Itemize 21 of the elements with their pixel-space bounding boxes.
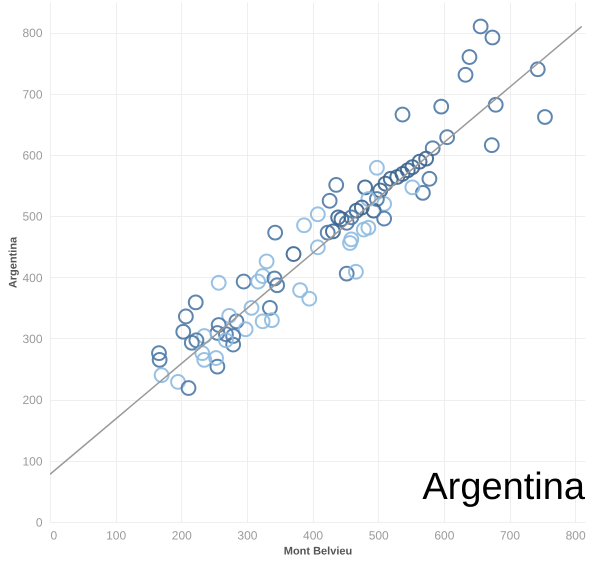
y-axis-title: Argentina — [7, 236, 20, 288]
x-tick-label: 100 — [106, 528, 126, 542]
y-tick-label: 200 — [22, 393, 43, 408]
y-tick-label: 400 — [22, 270, 43, 285]
x-tick-label: 200 — [172, 528, 192, 542]
x-axis-title: Mont Belvieu — [284, 546, 352, 558]
x-tick-label: 300 — [237, 528, 258, 542]
y-tick-label: 300 — [22, 332, 43, 346]
y-tick-label: 700 — [22, 87, 43, 102]
x-tick-label: 700 — [500, 528, 520, 542]
annotation: Argentina — [422, 466, 585, 509]
x-tick-label: 400 — [303, 528, 324, 542]
y-tick-label: 0 — [36, 516, 43, 530]
x-tick-label: 0 — [50, 528, 58, 542]
y-tick-label: 500 — [22, 210, 43, 224]
x-tick-label: 600 — [434, 528, 455, 542]
x-tick-label: 800 — [566, 528, 586, 542]
y-tick-label: 600 — [22, 148, 43, 162]
x-tick-label: 500 — [368, 528, 390, 542]
y-tick-label: 100 — [22, 454, 43, 468]
y-tick-label: 800 — [22, 26, 43, 40]
